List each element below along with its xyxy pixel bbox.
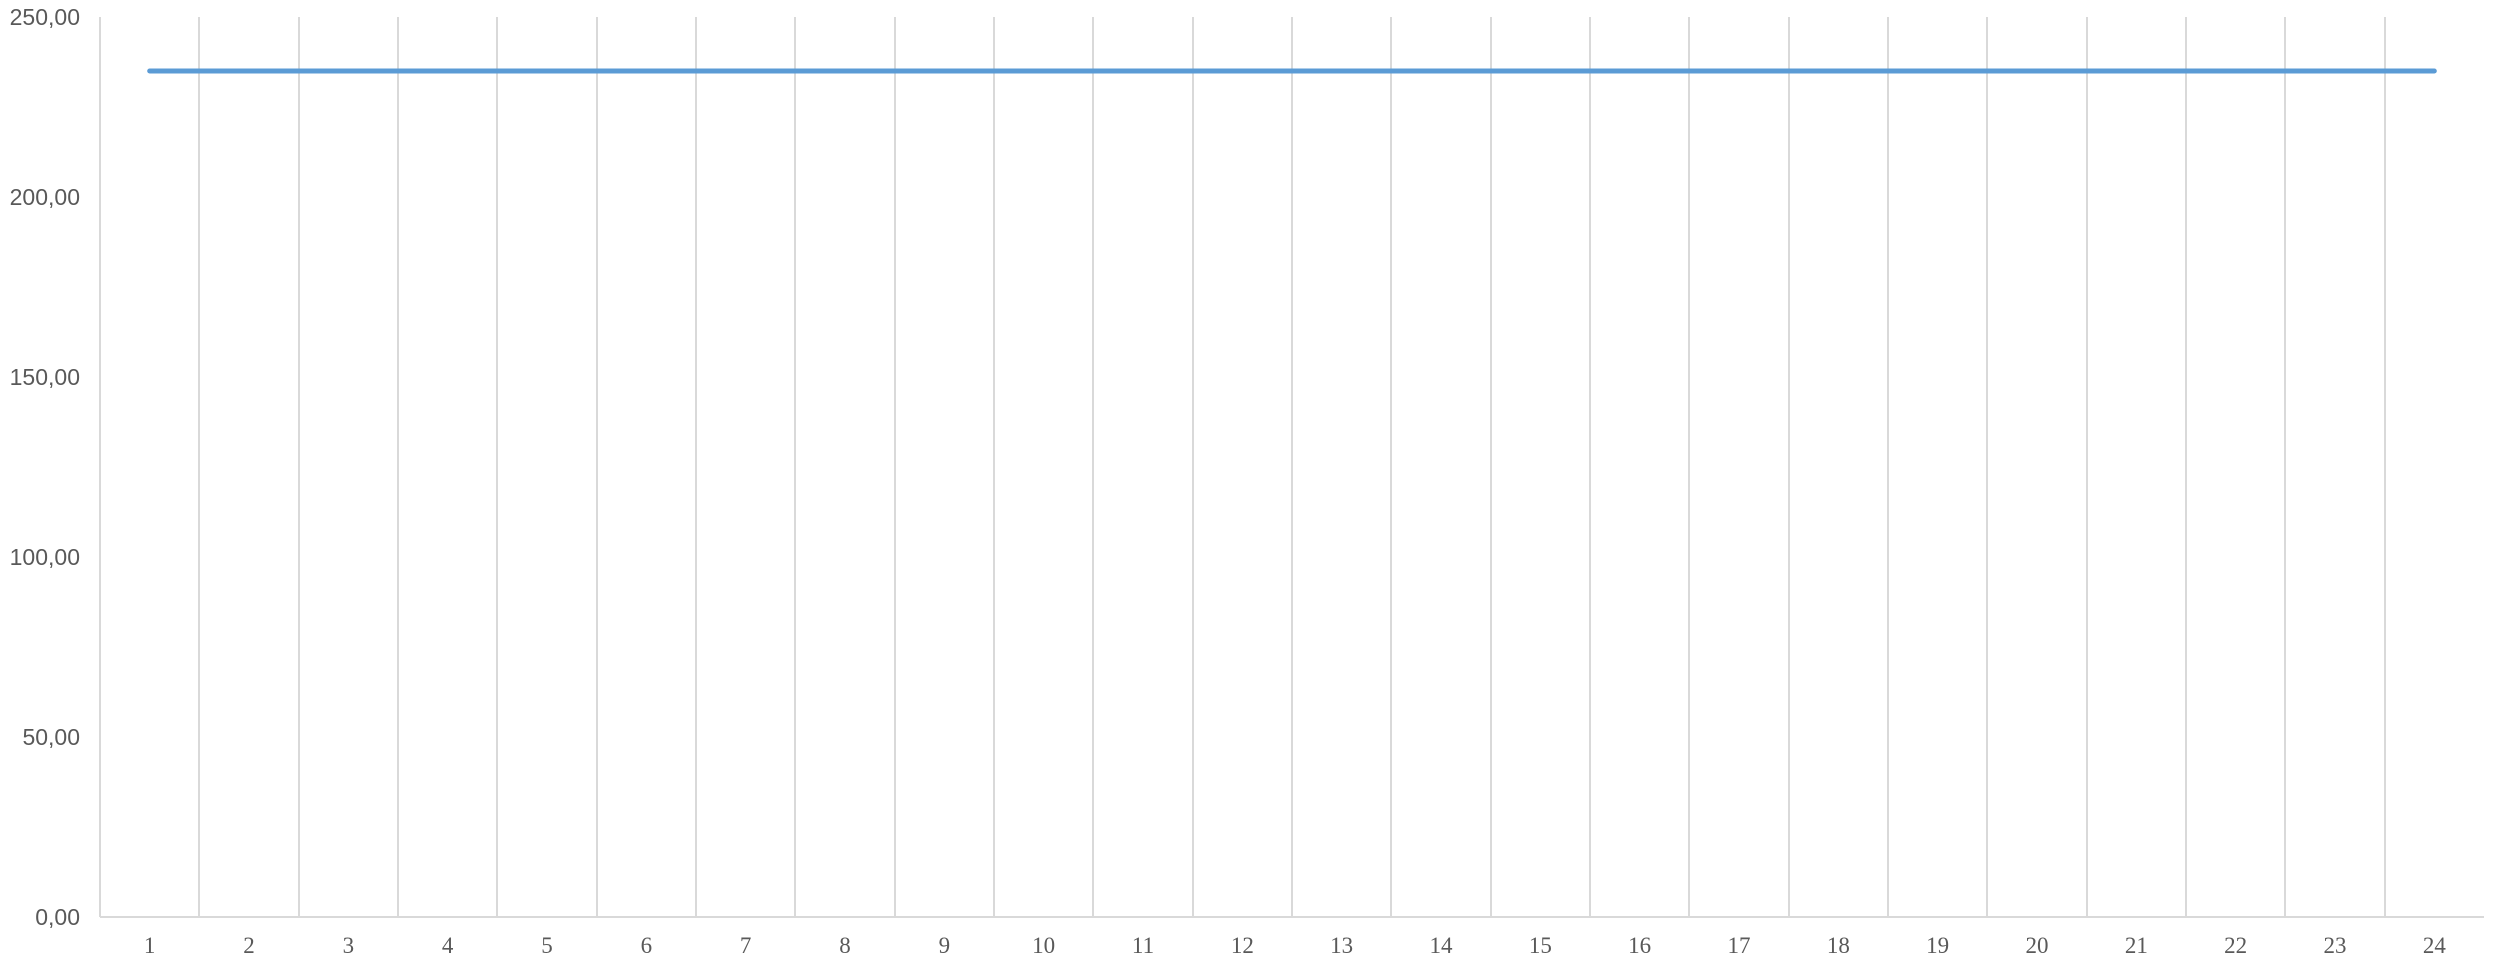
vertical-gridlines bbox=[198, 17, 2386, 917]
y-tick-label: 150,00 bbox=[10, 364, 80, 390]
x-tick-label: 7 bbox=[740, 933, 752, 957]
y-tick-label: 250,00 bbox=[10, 4, 80, 30]
x-tick-label: 8 bbox=[839, 933, 851, 957]
x-tick-label: 9 bbox=[939, 933, 951, 957]
x-tick-label: 12 bbox=[1231, 933, 1254, 957]
x-tick-label: 17 bbox=[1728, 933, 1751, 957]
y-tick-label: 100,00 bbox=[10, 544, 80, 570]
x-tick-label: 18 bbox=[1827, 933, 1850, 957]
x-tick-label: 22 bbox=[2224, 933, 2247, 957]
x-tick-label: 21 bbox=[2125, 933, 2148, 957]
x-tick-label: 10 bbox=[1032, 933, 1055, 957]
x-tick-label: 13 bbox=[1330, 933, 1353, 957]
y-tick-label: 200,00 bbox=[10, 184, 80, 210]
x-tick-label: 14 bbox=[1430, 933, 1454, 957]
y-axis-tick-labels: 0,00 50,00 100,00 150,00 200,00 250,00 bbox=[10, 4, 80, 930]
x-tick-label: 20 bbox=[2026, 933, 2049, 957]
x-tick-label: 6 bbox=[641, 933, 653, 957]
x-tick-label: 2 bbox=[243, 933, 255, 957]
y-tick-label: 50,00 bbox=[22, 724, 80, 750]
x-axis-tick-labels: 1 2 3 4 5 6 7 8 9 10 11 12 13 14 15 16 17 18 19 20 21 22 23 24 bbox=[144, 933, 2446, 957]
x-tick-label: 19 bbox=[1926, 933, 1949, 957]
x-tick-label: 24 bbox=[2423, 933, 2447, 957]
axes bbox=[99, 17, 2484, 918]
x-tick-label: 3 bbox=[343, 933, 355, 957]
x-tick-label: 23 bbox=[2324, 933, 2347, 957]
x-tick-label: 11 bbox=[1132, 933, 1154, 957]
x-tick-label: 5 bbox=[541, 933, 553, 957]
x-tick-label: 1 bbox=[144, 933, 156, 957]
y-tick-label: 0,00 bbox=[35, 904, 80, 930]
x-tick-label: 15 bbox=[1529, 933, 1552, 957]
x-tick-label: 4 bbox=[442, 933, 454, 957]
x-tick-label: 16 bbox=[1628, 933, 1651, 957]
